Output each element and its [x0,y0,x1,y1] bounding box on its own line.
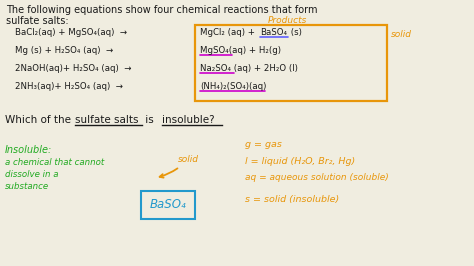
Text: s = solid (insoluble): s = solid (insoluble) [245,195,339,204]
Text: MgSO₄(aq) + H₂(g): MgSO₄(aq) + H₂(g) [200,46,281,55]
Text: solid: solid [160,155,199,178]
Text: The following equations show four chemical reactions that form: The following equations show four chemic… [6,5,318,15]
Text: sulfate salts: sulfate salts [75,115,138,125]
Text: a chemical that cannot: a chemical that cannot [5,158,104,167]
Text: (s): (s) [288,28,302,37]
Text: BaCl₂(aq) + MgSO₄(aq)  →: BaCl₂(aq) + MgSO₄(aq) → [15,28,127,37]
Text: g = gas: g = gas [245,140,282,149]
Text: Mg (s) + H₂SO₄ (aq)  →: Mg (s) + H₂SO₄ (aq) → [15,46,113,55]
Text: (NH₄)₂(SO₄)(aq): (NH₄)₂(SO₄)(aq) [200,82,266,91]
Text: BaSO₄: BaSO₄ [260,28,287,37]
Text: Which of the: Which of the [5,115,74,125]
Text: BaSO₄: BaSO₄ [150,198,186,211]
Text: Products: Products [268,16,308,25]
Text: aq = aqueous solution (soluble): aq = aqueous solution (soluble) [245,173,389,182]
Text: Insoluble:: Insoluble: [5,145,52,155]
Text: Na₂SO₄ (aq) + 2H₂O (l): Na₂SO₄ (aq) + 2H₂O (l) [200,64,298,73]
Text: 2NH₃(aq)+ H₂SO₄ (aq)  →: 2NH₃(aq)+ H₂SO₄ (aq) → [15,82,123,91]
Text: substance: substance [5,182,49,191]
Text: 2NaOH(aq)+ H₂SO₄ (aq)  →: 2NaOH(aq)+ H₂SO₄ (aq) → [15,64,131,73]
Text: dissolve in a: dissolve in a [5,170,58,179]
Text: MgCl₂ (aq) +: MgCl₂ (aq) + [200,28,258,37]
Text: solid: solid [391,30,412,39]
Text: is: is [142,115,157,125]
Text: insoluble?: insoluble? [162,115,215,125]
Text: sulfate salts:: sulfate salts: [6,16,69,26]
Text: l = liquid (H₂O, Br₂, Hg): l = liquid (H₂O, Br₂, Hg) [245,157,355,166]
